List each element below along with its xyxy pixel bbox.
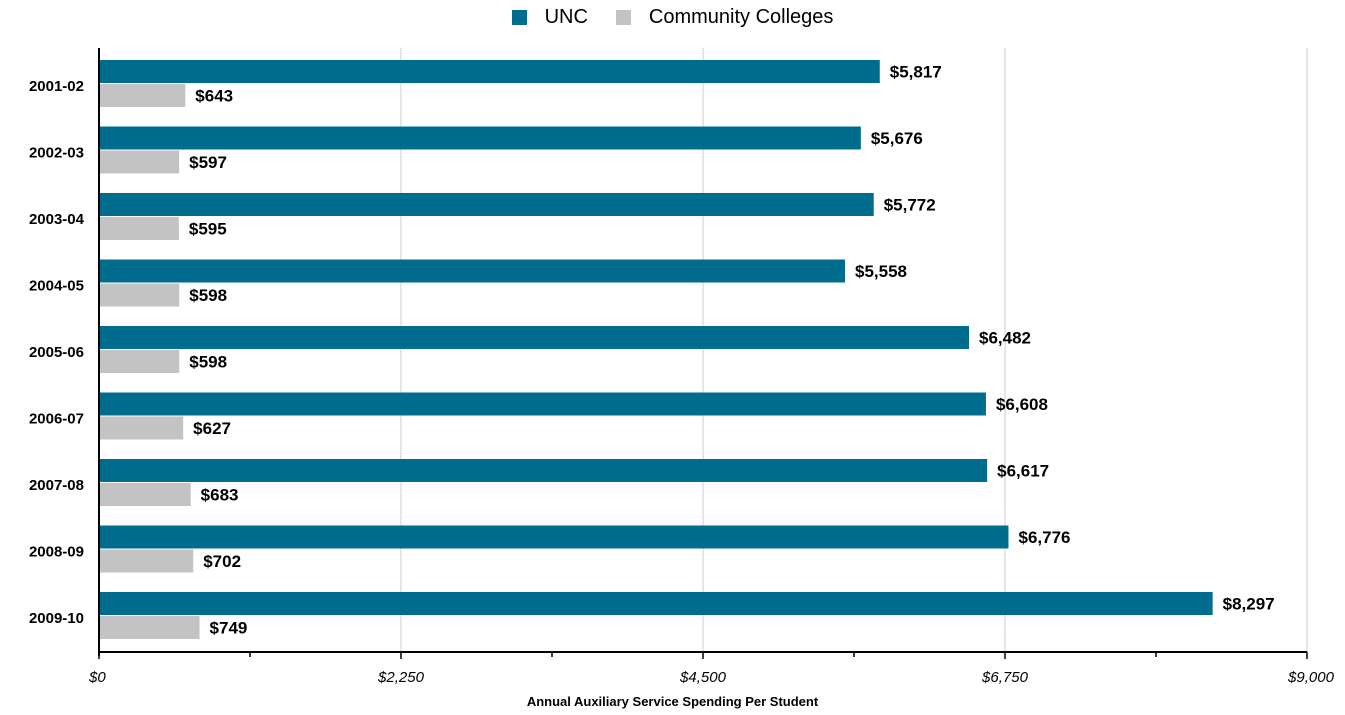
bar-community-colleges xyxy=(99,483,191,506)
legend-swatch-community-colleges xyxy=(615,10,631,25)
x-axis-title: Annual Auxiliary Service Spending Per St… xyxy=(526,694,819,709)
data-label: $6,776 xyxy=(1018,528,1070,547)
bar-community-colleges xyxy=(99,549,194,573)
bar-unc xyxy=(99,326,970,349)
y-tick-label: 2003-04 xyxy=(29,211,85,228)
bar-community-colleges xyxy=(99,150,180,174)
data-label: $6,617 xyxy=(997,462,1049,481)
data-label: $6,482 xyxy=(979,329,1031,348)
bar-unc xyxy=(99,193,874,216)
y-tick-label: 2002-03 xyxy=(29,145,84,162)
data-label: $597 xyxy=(189,153,227,172)
y-tick-label: 2001-02 xyxy=(29,78,84,95)
data-label: $5,558 xyxy=(855,262,907,281)
bar-community-colleges xyxy=(99,84,186,107)
y-tick-label: 2009-10 xyxy=(29,610,84,627)
bar-unc xyxy=(99,259,846,283)
bar-unc xyxy=(99,392,986,416)
x-tick-label: $9,000 xyxy=(1287,669,1335,686)
x-tick-label: $6,750 xyxy=(981,669,1029,686)
legend: UNC Community Colleges xyxy=(0,6,1345,29)
bar-community-colleges xyxy=(99,416,184,440)
bar-unc xyxy=(99,126,861,150)
data-label: $598 xyxy=(189,286,227,305)
bar-unc xyxy=(99,592,1213,615)
data-label: $5,817 xyxy=(890,63,942,82)
y-tick-label: 2008-09 xyxy=(29,544,84,561)
data-label: $643 xyxy=(195,87,233,106)
y-tick-label: 2007-08 xyxy=(29,477,84,494)
bar-community-colleges xyxy=(99,283,180,307)
data-label: $683 xyxy=(201,486,239,505)
legend-item-community-colleges: Community Colleges xyxy=(615,6,834,29)
y-tick-label: 2006-07 xyxy=(29,411,84,428)
bar-community-colleges xyxy=(99,350,180,373)
bar-unc xyxy=(99,60,880,83)
data-label: $598 xyxy=(189,353,227,372)
data-label: $6,608 xyxy=(996,395,1048,414)
data-label: $749 xyxy=(210,619,248,638)
data-label: $5,772 xyxy=(884,196,936,215)
y-tick-label: 2005-06 xyxy=(29,344,84,361)
data-label: $8,297 xyxy=(1223,595,1275,614)
bar-community-colleges xyxy=(99,217,179,240)
data-label: $5,676 xyxy=(871,129,923,148)
data-label: $627 xyxy=(193,419,231,438)
legend-label-community-colleges: Community Colleges xyxy=(648,6,834,28)
bar-community-colleges xyxy=(99,616,200,639)
legend-item-unc: UNC xyxy=(511,6,588,29)
x-tick-label: $2,250 xyxy=(377,669,425,686)
bar-unc xyxy=(99,459,988,482)
data-label: $595 xyxy=(189,220,227,239)
y-tick-label: 2004-05 xyxy=(29,278,84,295)
legend-label-unc: UNC xyxy=(544,6,588,28)
bar-unc xyxy=(99,525,1009,549)
legend-swatch-unc xyxy=(511,10,527,25)
x-tick-label: $4,500 xyxy=(679,669,727,686)
data-label: $702 xyxy=(203,552,241,571)
x-tick-label: $0 xyxy=(88,669,106,686)
